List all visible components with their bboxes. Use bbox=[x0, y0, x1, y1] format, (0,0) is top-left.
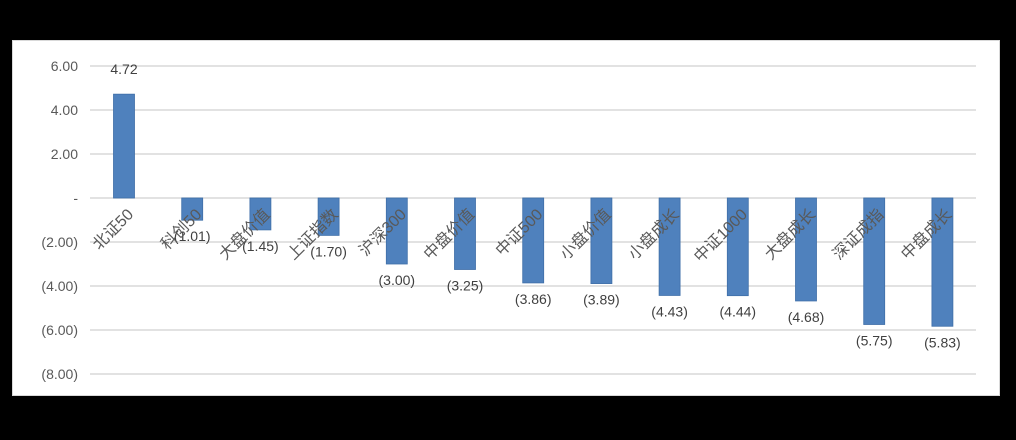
data-label: (5.83) bbox=[924, 334, 961, 350]
bars bbox=[113, 93, 954, 327]
y-tick-label: (2.00) bbox=[41, 234, 78, 250]
data-label: (3.25) bbox=[447, 278, 484, 294]
data-label: (3.86) bbox=[515, 291, 552, 307]
chart-frame bbox=[12, 40, 1000, 396]
bar bbox=[590, 197, 613, 284]
data-label: (4.43) bbox=[651, 303, 688, 319]
bar bbox=[931, 197, 954, 327]
bar bbox=[454, 197, 476, 270]
bar bbox=[113, 93, 135, 199]
y-tick-label: 6.00 bbox=[51, 58, 78, 74]
bar bbox=[317, 197, 340, 236]
data-labels: 4.72 (1.01) (1.45) (1.70) (3.00) (3.25) (3.86)… bbox=[110, 61, 960, 350]
bar bbox=[658, 197, 681, 296]
y-tick-label: 2.00 bbox=[51, 146, 78, 162]
data-label: (1.45) bbox=[242, 238, 279, 254]
data-label: (4.44) bbox=[720, 304, 757, 320]
bar bbox=[863, 197, 886, 325]
data-label: 4.72 bbox=[110, 61, 137, 77]
y-axis-labels: 6.00 4.00 2.00 - (2.00) (4.00) (6.00) (8.00) bbox=[41, 58, 78, 382]
bar bbox=[249, 197, 272, 231]
bar bbox=[385, 197, 408, 265]
x-tick-label: 北证50 bbox=[89, 205, 137, 253]
data-label: (3.00) bbox=[379, 272, 416, 288]
y-tick-label: - bbox=[73, 190, 78, 206]
bar bbox=[726, 197, 749, 297]
y-tick-label: 4.00 bbox=[51, 102, 78, 118]
bar bbox=[795, 197, 817, 302]
bar bbox=[522, 197, 545, 284]
data-label: (5.75) bbox=[856, 333, 893, 349]
data-label: (4.68) bbox=[788, 309, 825, 325]
data-label: (1.01) bbox=[174, 228, 211, 244]
data-label: (1.70) bbox=[310, 243, 347, 259]
y-tick-label: (4.00) bbox=[41, 278, 78, 294]
bar bbox=[181, 197, 204, 221]
y-tick-label: (6.00) bbox=[41, 322, 78, 338]
x-tick-label: 大盘价值 bbox=[215, 205, 274, 264]
y-tick-label: (8.00) bbox=[41, 366, 78, 382]
data-label: (3.89) bbox=[583, 292, 620, 308]
